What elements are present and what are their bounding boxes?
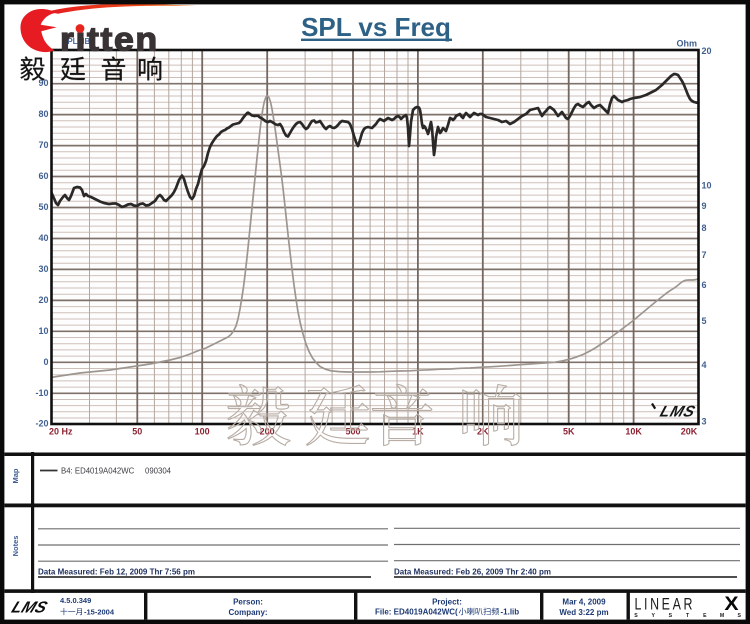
svg-text:File: ED4019A042WC(: File: ED4019A042WC(: [375, 608, 458, 617]
svg-text:0: 0: [43, 357, 48, 367]
svg-text:9: 9: [702, 201, 707, 211]
svg-text:-10: -10: [35, 388, 48, 398]
svg-text:90: 90: [38, 78, 48, 88]
svg-text:4.5.0.349: 4.5.0.349: [60, 596, 91, 605]
svg-text:60: 60: [38, 171, 48, 181]
svg-text:Notes: Notes: [11, 536, 20, 557]
svg-text:E: E: [703, 613, 707, 619]
svg-text:6: 6: [702, 280, 707, 290]
svg-text:5K: 5K: [563, 427, 575, 437]
svg-text:S: S: [737, 613, 741, 619]
svg-text:10: 10: [38, 326, 48, 336]
svg-text:3: 3: [702, 417, 707, 427]
svg-text:500: 500: [345, 427, 360, 437]
svg-text:10K: 10K: [625, 427, 642, 437]
svg-text:70: 70: [38, 140, 48, 150]
svg-text:Map: Map: [11, 468, 20, 483]
svg-text:SPL vs Freq: SPL vs Freq: [301, 12, 451, 42]
svg-text:-15-2004: -15-2004: [84, 608, 115, 617]
svg-text:8: 8: [702, 223, 707, 233]
svg-text:T: T: [686, 613, 690, 619]
svg-text:20: 20: [702, 46, 712, 56]
svg-text:200: 200: [260, 427, 275, 437]
svg-text:-1.lib: -1.lib: [501, 608, 520, 617]
svg-text:4: 4: [702, 360, 707, 370]
svg-text:-20: -20: [35, 419, 48, 429]
svg-text:M: M: [720, 613, 724, 619]
svg-text:Company:: Company:: [228, 608, 267, 617]
svg-text:rıtten: rıtten: [60, 22, 159, 59]
svg-text:80: 80: [38, 109, 48, 119]
svg-text:LMS: LMS: [9, 598, 50, 616]
svg-text:30: 30: [38, 264, 48, 274]
svg-text:Ohm: Ohm: [676, 39, 697, 49]
svg-text:50: 50: [38, 202, 48, 212]
svg-text:S: S: [634, 613, 638, 619]
svg-text:Project:: Project:: [432, 598, 462, 607]
svg-text:5: 5: [702, 316, 707, 326]
svg-text:LINEAR: LINEAR: [635, 596, 696, 614]
svg-text:20: 20: [38, 295, 48, 305]
svg-text:Data Measured: Feb 26, 2009: Data Measured: Feb 26, 2009 Thr 2:40 pm: [394, 568, 551, 577]
svg-text:Y: Y: [651, 613, 655, 619]
svg-text:Wed 3:22 pm: Wed 3:22 pm: [559, 608, 608, 617]
svg-text:7: 7: [702, 250, 707, 260]
svg-text:100: 100: [195, 427, 210, 437]
svg-text:Data Measured: Feb 12, 2009: Data Measured: Feb 12, 2009 Thr 7:56 pm: [38, 568, 195, 577]
svg-text:50: 50: [132, 427, 142, 437]
svg-text:40: 40: [38, 233, 48, 243]
svg-text:S: S: [669, 613, 673, 619]
svg-text:10: 10: [702, 181, 712, 191]
svg-text:090304: 090304: [145, 467, 172, 476]
svg-text:X: X: [724, 594, 739, 615]
svg-text:20 Hz: 20 Hz: [49, 427, 73, 437]
svg-text:SPL dB: SPL dB: [62, 37, 91, 46]
svg-text:LMS: LMS: [658, 404, 698, 421]
svg-text:B4: ED4019A042WC: B4: ED4019A042WC: [61, 467, 135, 476]
svg-text:Mar 4, 2009: Mar 4, 2009: [562, 598, 606, 607]
svg-text:1K: 1K: [412, 427, 424, 437]
svg-text:20K: 20K: [681, 427, 698, 437]
svg-text:Person:: Person:: [233, 598, 263, 607]
